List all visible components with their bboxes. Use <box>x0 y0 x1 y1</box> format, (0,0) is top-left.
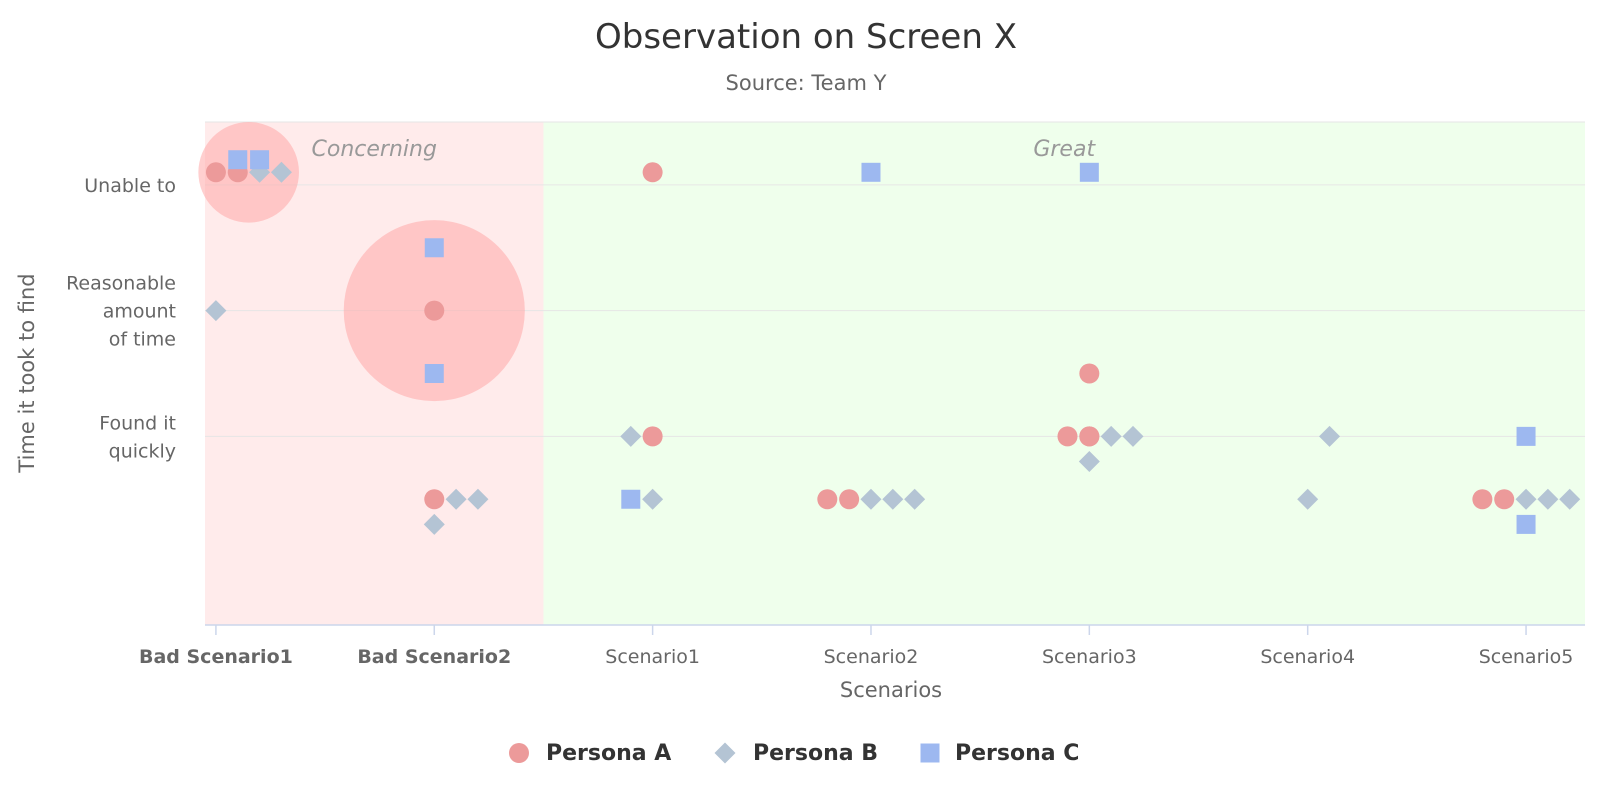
point-persona-b <box>642 488 664 510</box>
point-persona-a <box>642 162 663 183</box>
chart-title: Observation on Screen X <box>595 17 1017 57</box>
x-tick-label: Bad Scenario2 <box>357 646 511 668</box>
point-persona-a <box>1494 489 1515 510</box>
y-tick-label: amount <box>103 301 176 323</box>
point-persona-b <box>904 488 926 510</box>
chart-subtitle: Source: Team Y <box>726 71 887 95</box>
y-tick-label: of time <box>109 329 176 351</box>
x-tick-label: Scenario1 <box>605 646 700 668</box>
point-persona-a <box>839 489 860 510</box>
legend-label: Persona C <box>955 741 1079 766</box>
plot-band-label: Concerning <box>312 137 437 162</box>
x-tick-label: Scenario3 <box>1042 646 1137 668</box>
y-tick-label: Unable to <box>84 175 176 197</box>
point-persona-c <box>1516 514 1536 534</box>
point-persona-b <box>860 488 882 510</box>
y-axis-title: Time it took to find <box>15 273 39 473</box>
point-persona-a <box>1472 489 1493 510</box>
point-persona-c <box>250 150 270 170</box>
point-persona-b <box>882 488 904 510</box>
legend-label: Persona B <box>753 741 878 766</box>
x-tick-label: Scenario5 <box>1479 646 1574 668</box>
point-persona-a <box>817 489 838 510</box>
point-persona-b <box>1297 488 1319 510</box>
legend-item-persona-c[interactable]: Persona C <box>920 741 1080 766</box>
point-persona-b <box>1122 425 1144 447</box>
point-persona-b <box>1515 488 1537 510</box>
legend-marker-persona-b <box>714 742 736 764</box>
x-tick-label: Bad Scenario1 <box>139 646 293 668</box>
y-tick-label: Reasonable <box>66 273 176 295</box>
point-persona-b <box>1559 488 1581 510</box>
data-points <box>205 150 1581 535</box>
legend-label: Persona A <box>546 741 671 766</box>
point-persona-c <box>424 238 444 258</box>
point-persona-b <box>1100 425 1122 447</box>
point-persona-b <box>423 513 445 535</box>
legend-item-persona-b[interactable]: Persona B <box>714 741 879 766</box>
y-tick-label: quickly <box>109 440 176 462</box>
point-persona-b <box>1319 425 1341 447</box>
point-persona-a <box>1057 426 1078 447</box>
point-persona-c <box>424 364 444 383</box>
point-persona-b <box>205 300 227 322</box>
point-persona-c <box>621 489 641 509</box>
point-persona-a <box>205 162 226 183</box>
legend-marker-persona-c <box>920 743 940 763</box>
point-persona-a <box>642 426 663 447</box>
point-persona-c <box>861 162 881 182</box>
point-persona-a <box>1079 363 1100 384</box>
plot-band-label: Great <box>1033 137 1096 162</box>
point-persona-a <box>1079 426 1100 447</box>
point-persona-b <box>467 488 489 510</box>
highlight-bubble <box>198 122 299 223</box>
x-tick-label: Scenario2 <box>824 646 919 668</box>
y-tick-label: Found it <box>99 412 176 434</box>
point-persona-c <box>228 150 248 170</box>
point-persona-b <box>445 488 467 510</box>
point-persona-b <box>620 425 642 447</box>
point-persona-a <box>424 300 445 321</box>
point-persona-b <box>1537 488 1559 510</box>
point-persona-a <box>424 489 445 510</box>
grid-lines <box>205 121 1585 437</box>
x-tick-label: Scenario4 <box>1260 646 1355 668</box>
axes: Found it quickly Reasonable amount of time Un… <box>66 175 1585 668</box>
legend-item-persona-a[interactable]: Persona A <box>509 741 671 766</box>
x-axis-title: Scenarios <box>840 678 942 702</box>
legend[interactable]: Persona A Persona B Persona C <box>509 741 1079 766</box>
point-persona-b <box>1078 451 1100 473</box>
plot-band-great <box>543 122 1585 625</box>
point-persona-c <box>1079 162 1099 182</box>
legend-marker-persona-a <box>509 743 529 763</box>
point-persona-c <box>1516 426 1536 446</box>
point-persona-b <box>270 161 292 183</box>
